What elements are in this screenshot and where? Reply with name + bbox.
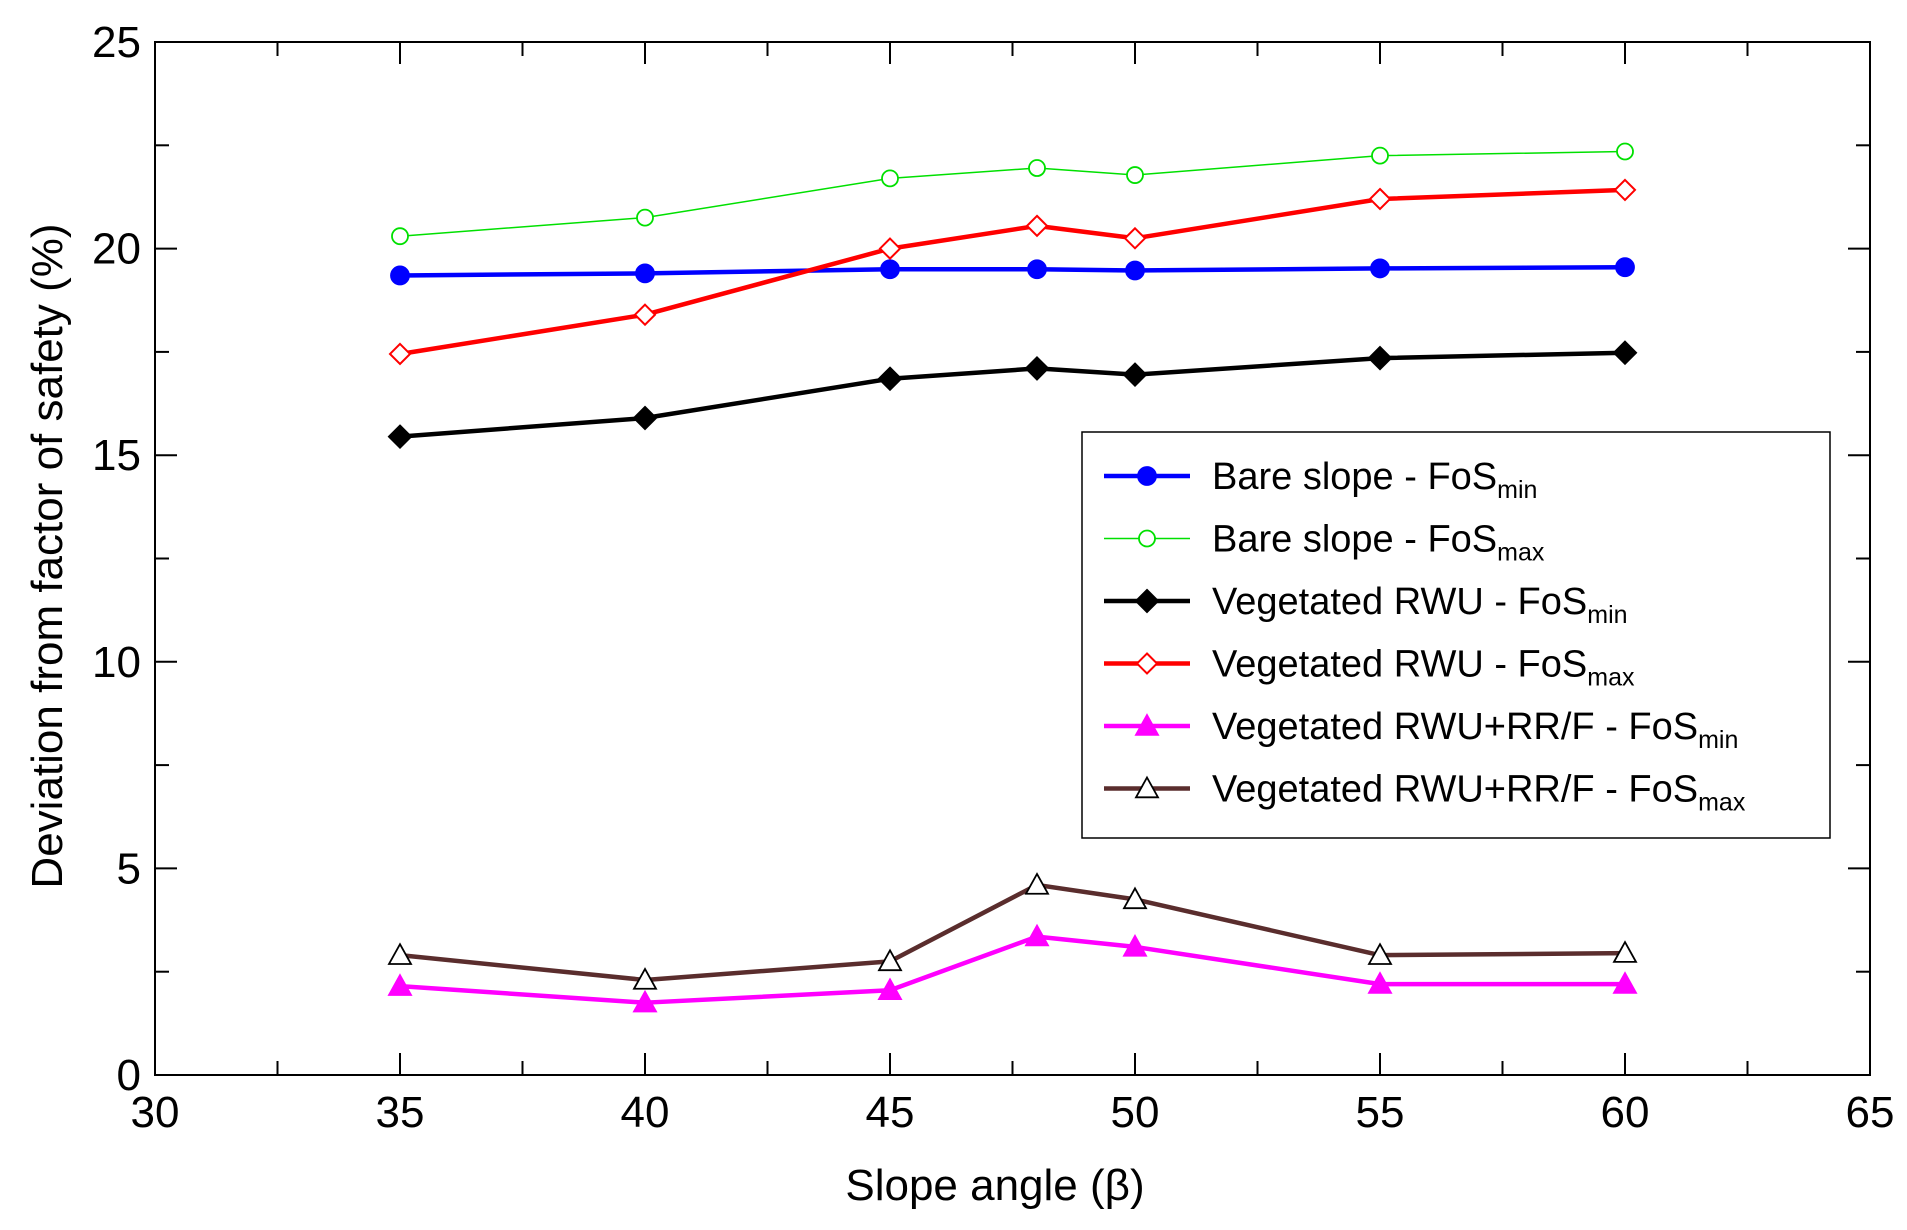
data-point <box>1025 214 1049 238</box>
series-layer <box>387 142 1638 1013</box>
legend-entry-6: Vegetated RWU+RR/F - FoSmax <box>1104 769 1746 817</box>
y-tick-label: 20 <box>92 225 141 274</box>
data-point <box>1024 923 1050 947</box>
series-4 <box>388 178 1637 366</box>
data-point <box>1368 187 1392 211</box>
legend-subscript: min <box>1497 476 1537 504</box>
data-point <box>1028 159 1046 177</box>
data-point <box>1027 259 1047 280</box>
legend-marker <box>1135 652 1159 675</box>
x-axis-title: Slope angle (β) <box>845 1161 1144 1210</box>
x-tick-label: 55 <box>1356 1088 1405 1137</box>
y-tick-label: 5 <box>117 844 141 893</box>
y-tick-label: 25 <box>92 18 141 67</box>
data-point <box>881 169 899 188</box>
data-point <box>387 942 413 965</box>
legend-marker <box>1134 588 1160 614</box>
legend-label: Vegetated RWU - FoSmin <box>1212 581 1628 629</box>
series-line <box>399 264 1626 278</box>
x-tick-label: 60 <box>1601 1088 1650 1137</box>
data-point <box>1024 356 1050 381</box>
x-tick-label: 45 <box>866 1088 915 1137</box>
data-point <box>1613 178 1637 202</box>
data-point <box>1367 971 1393 994</box>
x-tick-label: 50 <box>1111 1088 1160 1137</box>
legend-box <box>1081 431 1831 839</box>
legend-marker <box>1138 529 1156 548</box>
legend-marker <box>1134 775 1160 799</box>
data-point <box>1123 226 1147 250</box>
legend-entry-2: Bare slope - FoSmax <box>1104 519 1545 567</box>
y-axis-title: Deviation from factor of safety (%) <box>23 223 72 888</box>
data-point <box>388 342 412 366</box>
data-point <box>632 967 658 990</box>
legend-subscript: max <box>1698 789 1746 817</box>
series-line <box>399 934 1625 1005</box>
series-1 <box>390 257 1635 286</box>
data-point <box>1612 940 1638 963</box>
data-point <box>1367 345 1393 371</box>
series-line <box>399 350 1626 439</box>
legend-entry-3: Vegetated RWU - FoSmin <box>1104 581 1628 629</box>
data-point <box>880 259 900 280</box>
x-tick-label: 40 <box>621 1088 670 1137</box>
tick-labels: 30 35 40 45 50 55 60 65 0 5 10 15 20 25 <box>92 18 1894 1137</box>
data-point <box>877 366 903 392</box>
data-point <box>1126 166 1144 184</box>
data-point <box>1616 142 1634 161</box>
data-point <box>1125 260 1145 281</box>
y-tick-label: 0 <box>117 1051 141 1100</box>
data-point <box>1612 971 1638 994</box>
legend: Bare slope - FoSmin Bare slope - FoSmax Ve… <box>1081 431 1831 839</box>
legend-subscript: min <box>1698 726 1738 754</box>
data-point <box>1122 886 1148 910</box>
x-tick-label: 30 <box>131 1088 180 1137</box>
legend-label: Bare slope - FoSmin <box>1212 456 1537 504</box>
legend-marker <box>1137 466 1157 486</box>
data-point <box>1371 146 1389 165</box>
data-point <box>636 208 654 227</box>
y-tick-label: 15 <box>92 431 141 480</box>
data-point <box>878 237 902 261</box>
series-2 <box>391 142 1634 246</box>
legend-label: Vegetated RWU+RR/F - FoSmax <box>1212 769 1746 817</box>
legend-label: Bare slope - FoSmax <box>1212 519 1545 567</box>
data-point <box>633 303 657 327</box>
legend-entry-5: Vegetated RWU+RR/F - FoSmin <box>1104 706 1738 754</box>
data-point <box>387 424 413 450</box>
legend-label: Vegetated RWU+RR/F - FoSmin <box>1212 706 1738 754</box>
data-point <box>635 263 655 284</box>
legend-entry-1: Bare slope - FoSmin <box>1104 456 1537 504</box>
data-point <box>391 227 409 246</box>
data-point <box>1024 872 1050 895</box>
series-line <box>399 150 1626 237</box>
data-point <box>632 989 658 1013</box>
x-tick-label: 65 <box>1846 1088 1895 1137</box>
data-point <box>877 977 903 1000</box>
x-tick-label: 35 <box>376 1088 425 1137</box>
legend-marker <box>1134 713 1160 736</box>
series-6 <box>387 872 1638 990</box>
data-point <box>1615 257 1635 278</box>
series-line <box>399 882 1626 983</box>
data-point <box>1612 340 1638 366</box>
data-point <box>390 265 410 286</box>
data-point <box>1122 934 1148 957</box>
legend-subscript: min <box>1587 601 1627 629</box>
data-point <box>387 973 413 996</box>
data-point <box>877 948 903 972</box>
legend-subscript: max <box>1497 539 1545 567</box>
axis-ticks <box>154 41 1871 1076</box>
series-5 <box>387 923 1638 1013</box>
legend-entry-4: Vegetated RWU - FoSmax <box>1104 644 1635 692</box>
data-point <box>1122 362 1148 388</box>
legend-label: Vegetated RWU - FoSmax <box>1212 644 1635 692</box>
data-point <box>1370 258 1390 279</box>
series-3 <box>387 340 1638 450</box>
y-tick-label: 10 <box>92 638 141 687</box>
legend-subscript: max <box>1587 664 1635 692</box>
data-point <box>1367 942 1393 965</box>
data-point <box>632 405 658 431</box>
